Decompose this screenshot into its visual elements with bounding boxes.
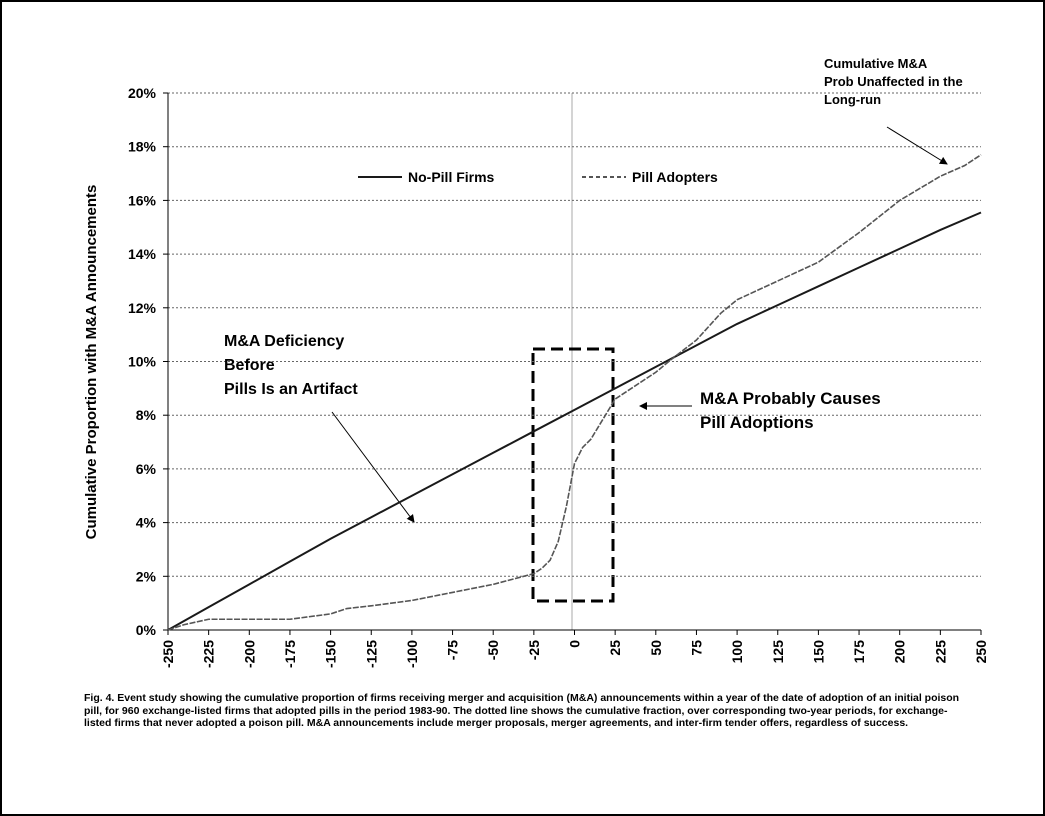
y-tick-label: 14% [128, 246, 157, 262]
x-tick-label: 125 [770, 640, 786, 664]
annotation: Before [224, 357, 275, 374]
x-tick-label: -250 [160, 640, 176, 668]
arrow [331, 411, 415, 523]
y-tick-label: 18% [128, 139, 157, 155]
x-tick-label: -225 [201, 640, 217, 668]
x-tick-label: -50 [485, 640, 501, 660]
y-tick-label: 8% [136, 407, 157, 423]
annotation: Pills Is an Artifact [224, 381, 358, 398]
x-tick-label: -100 [404, 640, 420, 668]
x-tick-label: 25 [607, 640, 623, 656]
series-line [167, 211, 982, 631]
legend-label: No-Pill Firms [408, 169, 495, 185]
x-tick-label: -25 [526, 640, 542, 660]
annotation: Prob Unaffected in the [824, 74, 963, 89]
y-tick-label: 10% [128, 354, 157, 370]
y-axis-label: Cumulative Proportion with M&A Announcem… [83, 185, 100, 540]
x-tick-label: -200 [241, 640, 257, 668]
x-tick-label: 150 [810, 640, 826, 664]
y-tick-label: 20% [128, 85, 157, 101]
x-tick-label: 100 [729, 640, 745, 664]
x-tick-label: -75 [445, 640, 461, 660]
x-tick-label: 225 [932, 640, 948, 664]
y-tick-label: 16% [128, 192, 157, 208]
x-tick-label: 50 [648, 640, 664, 656]
annotation: Long-run [824, 92, 881, 107]
x-tick-label: 75 [688, 640, 704, 656]
caption: Fig. 4. Event study showing the cumulati… [84, 692, 960, 729]
y-tick-label: 12% [128, 300, 157, 316]
x-tick-label: -125 [363, 640, 379, 668]
annotation: M&A Probably Causes [700, 389, 881, 408]
x-tick-label: 200 [892, 640, 908, 664]
y-tick-label: 2% [136, 568, 157, 584]
annotation: Pill Adoptions [700, 413, 814, 432]
x-tick-label: -175 [282, 640, 298, 668]
x-tick-label: 175 [851, 640, 867, 664]
highlight-box [531, 347, 615, 603]
x-tick-label: 250 [973, 640, 989, 664]
series-line [167, 154, 982, 631]
y-tick-label: 6% [136, 461, 157, 477]
annotation: M&A Deficiency [224, 333, 344, 350]
arrow [886, 126, 948, 165]
y-tick-label: 4% [136, 515, 157, 531]
y-tick-label: 0% [136, 622, 157, 638]
annotation: Cumulative M&A [824, 56, 928, 71]
legend-label: Pill Adopters [632, 169, 718, 185]
x-tick-label: 0 [567, 640, 583, 648]
x-tick-label: -150 [323, 640, 339, 668]
